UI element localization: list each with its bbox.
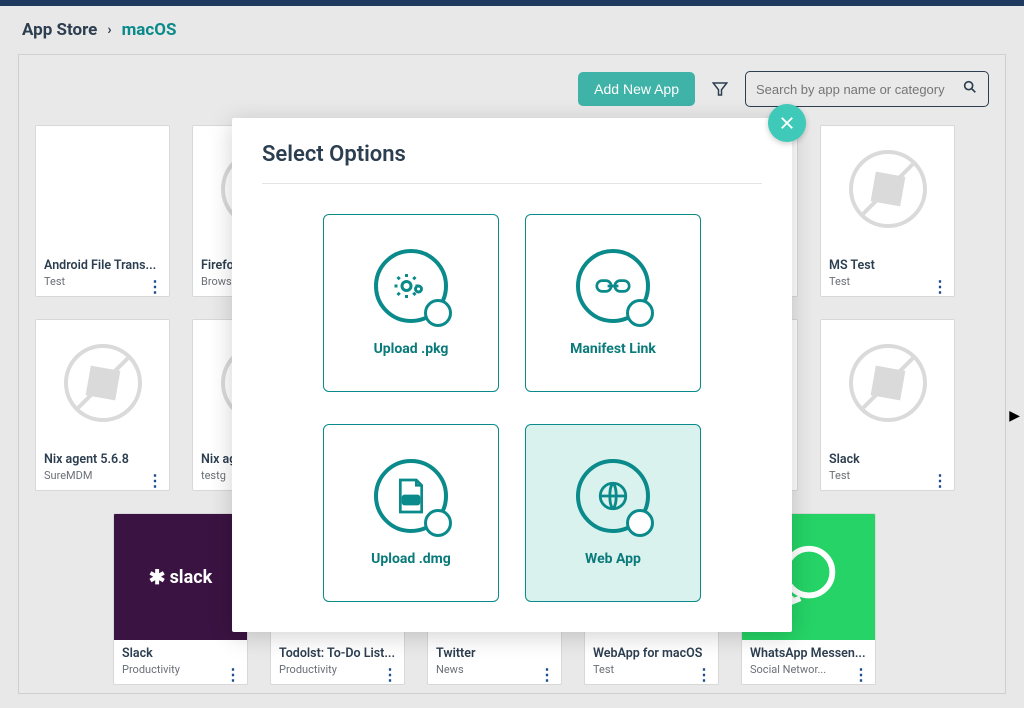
option-upload-dmg[interactable]: DMG Upload .dmg: [323, 424, 499, 602]
select-options-modal: Select Options Upload .pkg Manifest Link D…: [232, 118, 792, 632]
option-label: Upload .pkg: [374, 341, 449, 357]
modal-backdrop: Select Options Upload .pkg Manifest Link D…: [0, 0, 1024, 708]
apple-icon: [424, 509, 452, 537]
svg-text:DMG: DMG: [405, 498, 417, 504]
option-label: Web App: [585, 551, 641, 567]
apple-icon: [626, 299, 654, 327]
option-manifest-link[interactable]: Manifest Link: [525, 214, 701, 392]
option-label: Upload .dmg: [371, 551, 451, 567]
option-web-app[interactable]: Web App: [525, 424, 701, 602]
modal-title: Select Options: [262, 142, 762, 167]
option-label: Manifest Link: [570, 341, 656, 357]
close-button[interactable]: [768, 104, 806, 142]
apple-icon: [424, 299, 452, 327]
option-upload-pkg[interactable]: Upload .pkg: [323, 214, 499, 392]
apple-icon: [626, 509, 654, 537]
